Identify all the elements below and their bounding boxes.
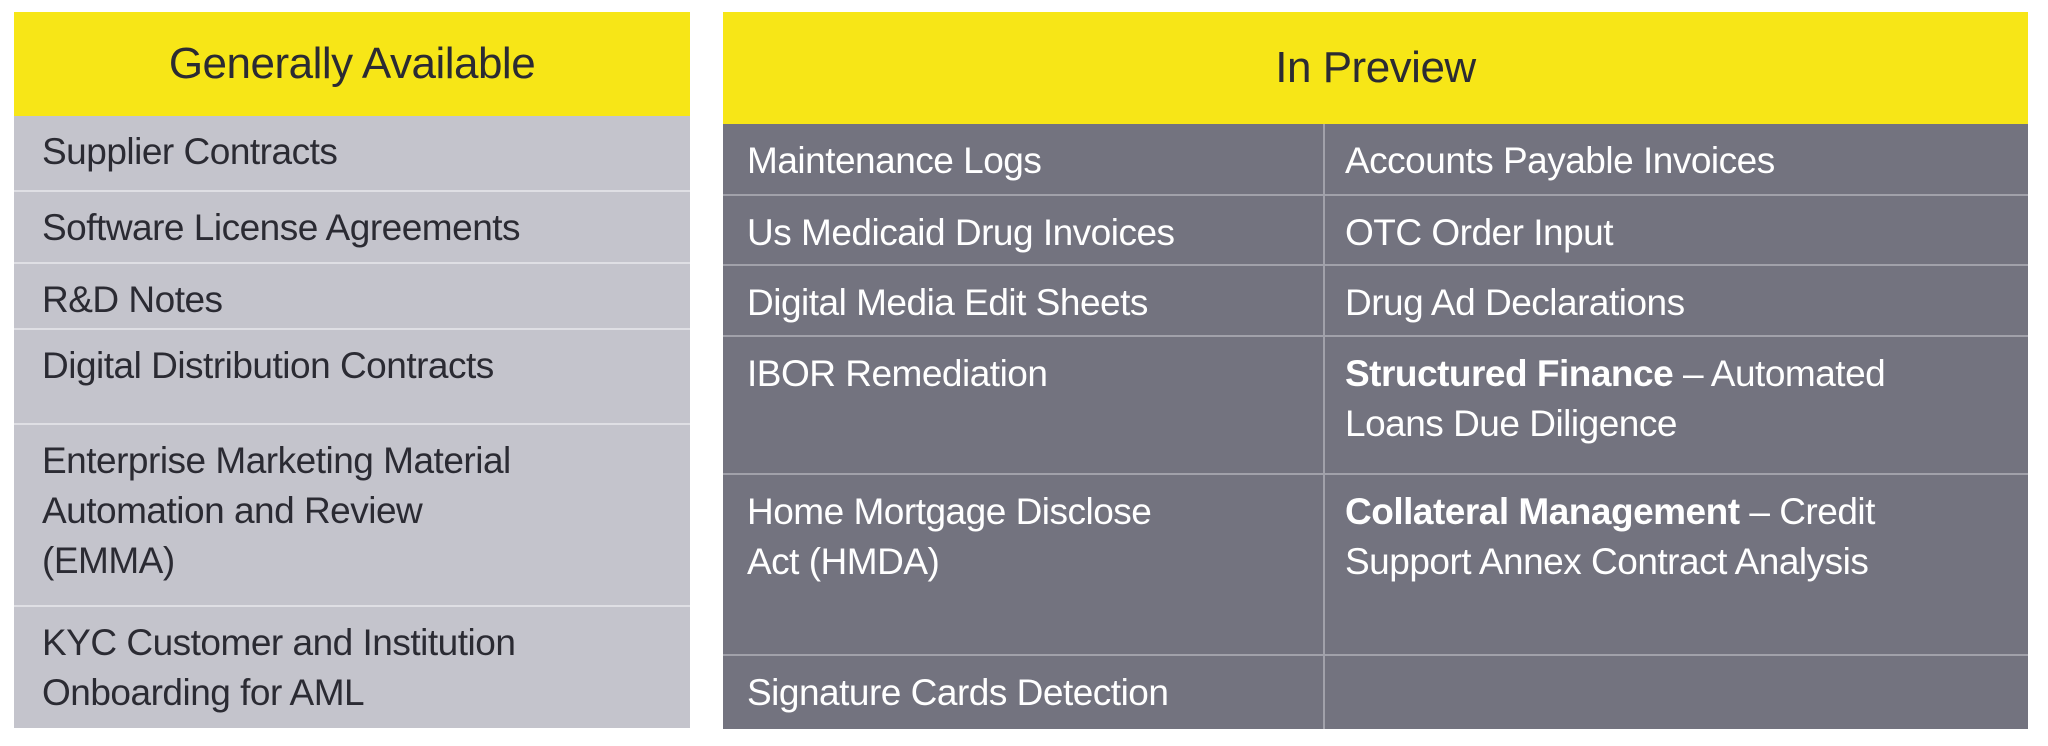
table-row: Supplier Contracts <box>14 116 690 190</box>
cell-text: IBOR Remediation <box>747 353 1048 394</box>
generally-available-header: Generally Available <box>14 12 690 116</box>
in-preview-table: In Preview Maintenance Logs Accounts Paya… <box>723 12 2028 729</box>
table-row: R&D Notes <box>14 262 690 328</box>
table-row: Us Medicaid Drug Invoices OTC Order Input <box>723 194 2028 264</box>
table-row: Home Mortgage Disclose Act (HMDA) Collate… <box>723 473 2028 654</box>
row-cell: Collateral Management – Credit Support A… <box>1325 475 2028 654</box>
cell-text: – Automated Loans Due Diligence <box>1345 353 1886 444</box>
table-row: Enterprise Marketing Material Automation… <box>14 423 690 605</box>
cell-text: Signature Cards Detection <box>747 672 1169 713</box>
cell-bold-text: Structured Finance <box>1345 353 1674 394</box>
row-cell: Drug Ad Declarations <box>1325 266 2028 335</box>
row-cell: Maintenance Logs <box>723 124 1325 194</box>
table-row: IBOR Remediation Structured Finance – Aut… <box>723 335 2028 473</box>
cell-text: OTC Order Input <box>1345 212 1614 253</box>
row-cell: IBOR Remediation <box>723 337 1325 473</box>
generally-available-table: Generally Available Supplier Contracts So… <box>14 12 690 728</box>
cell-text: Digital Media Edit Sheets <box>747 282 1148 323</box>
table-row: Digital Media Edit Sheets Drug Ad Declara… <box>723 264 2028 335</box>
row-cell <box>1325 656 2028 729</box>
table-row: Signature Cards Detection <box>723 654 2028 729</box>
in-preview-rows: Maintenance Logs Accounts Payable Invoice… <box>723 124 2028 729</box>
table-row: KYC Customer and Institution Onboarding … <box>14 605 690 728</box>
table-row: Digital Distribution Contracts <box>14 328 690 423</box>
row-cell: Signature Cards Detection <box>723 656 1325 729</box>
row-cell: Digital Media Edit Sheets <box>723 266 1325 335</box>
cell-bold-text: Collateral Management <box>1345 491 1740 532</box>
cell-text: Drug Ad Declarations <box>1345 282 1685 323</box>
cell-text: Us Medicaid Drug Invoices <box>747 212 1175 253</box>
table-row: Software License Agreements <box>14 190 690 262</box>
in-preview-header: In Preview <box>723 12 2028 124</box>
row-cell: Accounts Payable Invoices <box>1325 124 2028 194</box>
cell-text: Accounts Payable Invoices <box>1345 140 1775 181</box>
row-cell: Us Medicaid Drug Invoices <box>723 196 1325 264</box>
cell-text: Home Mortgage Disclose Act (HMDA) <box>747 491 1152 582</box>
cell-text: – Credit Support Annex Contract Analysis <box>1345 491 1875 582</box>
row-cell: OTC Order Input <box>1325 196 2028 264</box>
table-row: Maintenance Logs Accounts Payable Invoice… <box>723 124 2028 194</box>
row-cell: Structured Finance – Automated Loans Due… <box>1325 337 2028 473</box>
generally-available-rows: Supplier Contracts Software License Agree… <box>14 116 690 728</box>
cell-text: Maintenance Logs <box>747 140 1042 181</box>
row-cell: Home Mortgage Disclose Act (HMDA) <box>723 475 1325 654</box>
